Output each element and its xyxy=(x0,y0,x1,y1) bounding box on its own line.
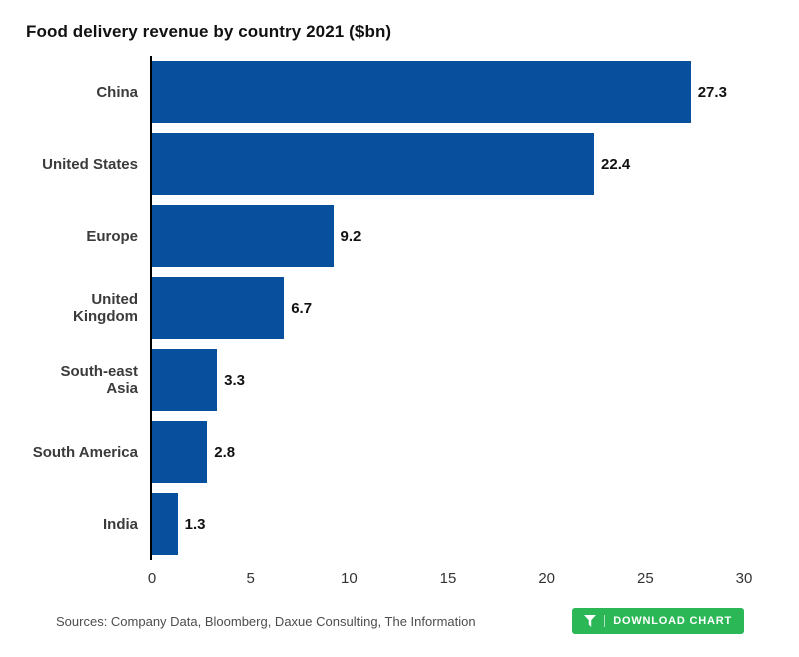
bar-track: 9.2 xyxy=(152,205,744,267)
bar xyxy=(152,277,285,339)
bar-track: 22.4 xyxy=(152,133,744,195)
bar xyxy=(152,421,208,483)
bar xyxy=(152,61,691,123)
download-chart-button[interactable]: DOWNLOAD CHART xyxy=(572,608,744,634)
x-tick-label: 20 xyxy=(538,570,555,587)
x-tick-label: 15 xyxy=(439,570,457,587)
bar xyxy=(152,133,595,195)
bar-row: Europe 9.2 xyxy=(26,200,744,272)
bar-row: South America 2.8 xyxy=(26,416,744,488)
category-label: India xyxy=(102,515,138,533)
value-label: 3.3 xyxy=(224,371,245,389)
x-tick-label: 30 xyxy=(735,570,753,587)
bar-track: 2.8 xyxy=(152,421,744,483)
category-label: United Kingdom xyxy=(73,291,138,325)
bar-track: 6.7 xyxy=(152,277,744,339)
x-tick-label: 10 xyxy=(340,570,358,587)
x-axis: 0 5 10 15 20 25 30 xyxy=(148,560,753,594)
category-label: China xyxy=(96,83,138,101)
chart-footer: Sources: Company Data, Bloomberg, Daxue … xyxy=(26,608,744,634)
bar-row: South-east Asia 3.3 xyxy=(26,344,744,416)
value-label: 1.3 xyxy=(184,515,206,533)
bar-row: China 27.3 xyxy=(26,56,744,128)
bar-track: 3.3 xyxy=(152,349,744,411)
bar-row: India 1.3 xyxy=(26,488,744,560)
button-divider xyxy=(604,615,606,627)
x-tick-label: 0 xyxy=(147,570,157,587)
value-label: 9.2 xyxy=(340,227,362,245)
plot-area: China 27.3 United States 22.4 Europe 9.2 Unite… xyxy=(26,56,744,560)
category-label: South-east Asia xyxy=(60,363,138,397)
sources-text: Sources: Company Data, Bloomberg, Daxue … xyxy=(56,613,476,629)
value-label: 27.3 xyxy=(697,83,727,101)
category-label: United States xyxy=(42,155,138,173)
value-label: 2.8 xyxy=(214,443,236,461)
bar-row: United Kingdom 6.7 xyxy=(26,272,744,344)
x-tick-label: 25 xyxy=(636,570,654,587)
download-button-label: DOWNLOAD CHART xyxy=(613,615,732,627)
bar-track: 27.3 xyxy=(152,61,744,123)
value-label: 6.7 xyxy=(291,299,313,317)
bar-row: United States 22.4 xyxy=(26,128,744,200)
bar xyxy=(152,205,334,267)
value-label: 22.4 xyxy=(601,155,631,173)
bar xyxy=(152,349,218,411)
category-label: South America xyxy=(32,443,138,461)
bar-track: 1.3 xyxy=(152,493,744,555)
x-tick-label: 5 xyxy=(246,570,255,587)
category-label: Europe xyxy=(86,227,138,245)
y-axis-line xyxy=(150,56,152,560)
download-icon xyxy=(584,615,597,627)
bar xyxy=(152,493,178,555)
chart-title: Food delivery revenue by country 2021 ($… xyxy=(26,22,392,41)
